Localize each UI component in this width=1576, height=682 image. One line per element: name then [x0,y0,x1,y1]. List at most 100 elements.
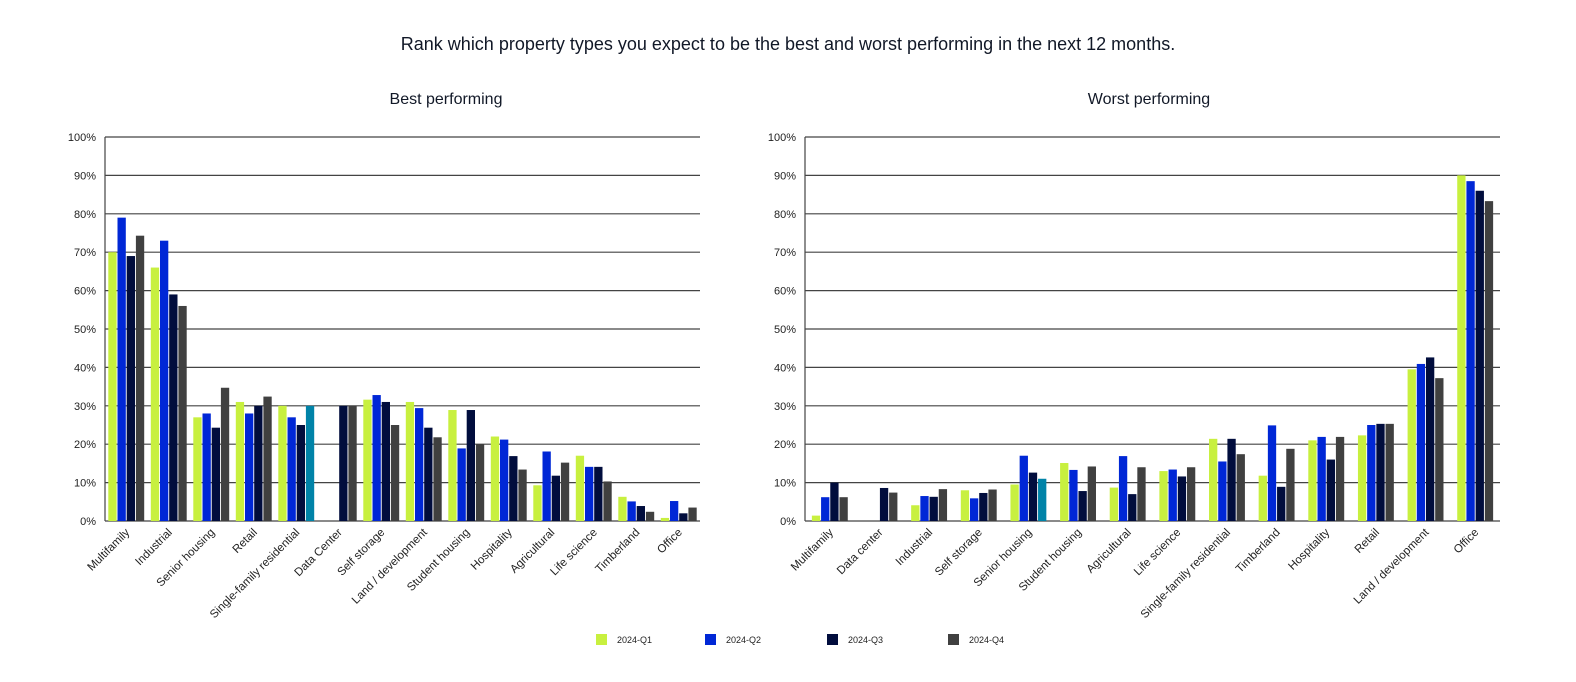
y-tick-label: 10% [74,478,96,490]
bar-2024-Q4 [839,497,848,521]
x-tick-label: Retail [231,527,260,556]
chart-title: Best performing [390,91,503,108]
bar-2024-Q4 [889,492,898,521]
bar-2024-Q2 [585,466,594,521]
y-tick-label: 90% [74,170,96,182]
bar-2024-Q3 [830,482,839,521]
bar-2024-Q1 [811,515,821,521]
y-tick-label: 70% [74,247,96,259]
y-tick-label: 80% [774,209,796,221]
y-tick-label: 40% [774,362,796,374]
chart-title: Worst performing [1088,91,1210,108]
bar-2024-Q1 [278,405,287,521]
bar-2024-Q1 [405,401,415,521]
bar-2024-Q2 [415,408,424,521]
main-title: Rank which property types you expect to … [400,34,1176,54]
bar-2024-Q3 [509,456,518,521]
y-tick-label: 60% [774,286,796,298]
bar-2024-Q2 [1267,425,1277,521]
bar-2024-Q2 [117,217,126,521]
y-tick-label: 60% [74,286,96,298]
x-tick-label: Retail [1353,527,1382,556]
y-tick-label: 20% [774,439,796,451]
chart-best: Best performing 0% 10% 20% 30% 40% 50% 60% 70% 80… [68,91,700,621]
bar-2024-Q4 [1038,478,1047,521]
bar-2024-Q3 [211,427,220,521]
bar-2024-Q4 [433,437,442,521]
bar-2024-Q2 [1466,181,1475,521]
x-tick-label: Industrial [894,527,935,568]
bar-2024-Q1 [1357,435,1367,521]
bar-2024-Q4 [518,469,527,521]
bar-2024-Q4 [560,462,570,521]
bar-2024-Q3 [1128,494,1137,521]
bar-2024-Q1 [533,485,542,521]
bar-2024-Q4 [1435,378,1444,521]
bar-2024-Q3 [636,506,645,521]
legend-item: 2024-Q4 [948,634,1004,645]
y-tick-label: 10% [774,478,796,490]
bar-2024-Q4 [1087,466,1096,521]
bar-2024-Q4 [1236,454,1245,521]
bar-2024-Q2 [821,497,830,521]
bar-2024-Q4 [220,387,230,521]
bar-2024-Q4 [603,481,612,521]
bar-2024-Q1 [235,401,245,521]
bar-2024-Q3 [1425,357,1435,521]
bar-2024-Q4 [988,489,997,521]
y-tick-label: 90% [774,170,796,182]
legend-item: 2024-Q2 [705,634,761,645]
bar-2024-Q2 [457,448,466,521]
bar-2024-Q1 [490,436,500,521]
x-tick-label: Single-family residential [208,527,302,621]
bar-2024-Q3 [1177,476,1187,521]
x-tick-label: Multifamily [789,526,836,573]
y-tick-label: 40% [74,362,96,374]
bar-2024-Q3 [1227,438,1236,521]
y-tick-label: 0% [780,516,796,528]
bar-2024-Q2 [500,439,509,521]
bar-2024-Q4 [1335,436,1345,521]
bar-2024-Q2 [1367,425,1376,521]
x-tick-label: Timberland [594,527,643,576]
bar-2024-Q4 [688,507,697,521]
x-tick-label: Single-family residential [1139,527,1233,621]
x-tick-label: Hospitality [469,526,515,572]
bar-2024-Q1 [1407,369,1416,521]
legend-label: 2024-Q4 [969,634,1005,645]
legend-label: 2024-Q3 [848,634,884,645]
bar-2024-Q3 [424,427,433,521]
bar-2024-Q2 [1069,469,1078,521]
bar-2024-Q3 [169,294,178,521]
bar-2024-Q3 [551,475,560,521]
bar-2024-Q2 [160,240,169,521]
bar-2024-Q2 [627,501,636,521]
bar-2024-Q4 [305,405,315,521]
x-tick-label: Land / development [350,526,430,606]
y-tick-label: 30% [74,401,96,413]
bar-2024-Q1 [660,517,670,521]
y-tick-label: 80% [74,209,96,221]
x-tick-label: Data center [835,527,886,578]
bar-2024-Q3 [381,401,390,521]
bar-2024-Q1 [960,490,970,521]
bar-2024-Q3 [1078,491,1087,521]
x-tick-label: Office [655,527,685,557]
y-tick-label: 50% [74,324,96,336]
bar-2024-Q1 [1060,463,1069,521]
bar-2024-Q4 [390,425,400,521]
bar-2024-Q2 [1416,363,1426,521]
legend-item: 2024-Q3 [827,634,883,645]
bar-2024-Q4 [348,405,357,521]
bar-2024-Q3 [879,487,889,521]
charts: Best performing 0% 10% 20% 30% 40% 50% 60% 70% 80… [68,91,1500,621]
bar-2024-Q4 [178,305,187,521]
bar-2024-Q2 [1118,456,1128,521]
bar-2024-Q3 [1277,486,1286,521]
x-tick-label: Self storage [933,527,985,579]
y-tick-label: 70% [774,247,796,259]
bar-2024-Q3 [1376,423,1385,521]
x-tick-label: Industrial [133,527,174,568]
y-tick-label: 20% [74,439,96,451]
bar-2024-Q1 [1457,175,1466,521]
